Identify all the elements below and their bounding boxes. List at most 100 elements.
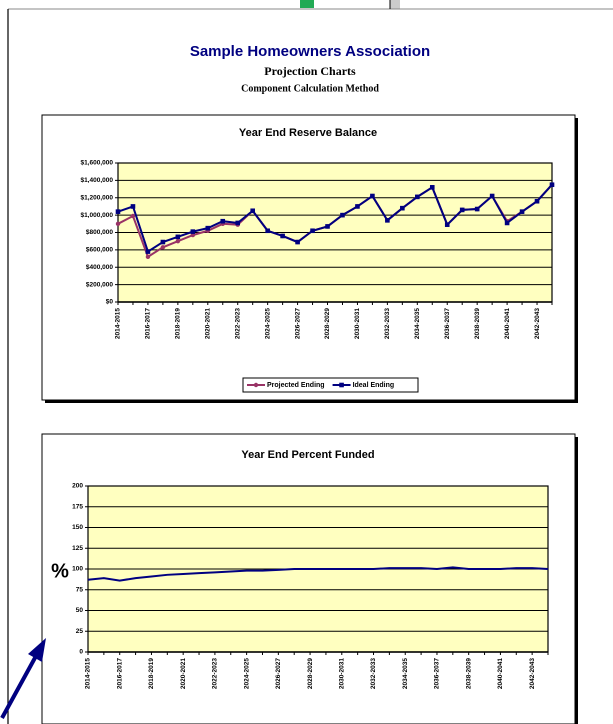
point — [160, 239, 166, 245]
point — [489, 193, 495, 199]
legend-label: Ideal Ending — [353, 382, 395, 389]
point — [115, 209, 121, 214]
x-tick-label: 2028-2029 — [307, 658, 314, 689]
point — [220, 218, 226, 224]
point — [295, 239, 300, 245]
x-tick-label: 2018-2019 — [175, 308, 182, 339]
legend-marker — [339, 382, 344, 388]
y-tick-label: $200,000 — [86, 281, 113, 288]
x-tick-label: 2014-2015 — [85, 658, 92, 689]
y-tick-label: 200 — [72, 483, 83, 490]
point — [145, 254, 151, 260]
x-tick-label: 2026-2027 — [275, 658, 282, 689]
legend-marker — [253, 382, 259, 388]
x-tick-label: 2038-2039 — [474, 308, 481, 339]
arrow — [0, 638, 46, 719]
x-tick-label: 2038-2039 — [465, 658, 472, 689]
series-line — [87, 566, 549, 582]
x-tick-label: 2028-2029 — [324, 308, 331, 339]
marker-tab — [300, 0, 314, 8]
x-tick-label: 2030-2031 — [339, 658, 346, 689]
y-tick-label: $1,600,000 — [80, 160, 113, 167]
point — [190, 232, 196, 238]
point — [130, 213, 136, 219]
y-tick-label: 25 — [76, 628, 84, 635]
y-tick-label: 0 — [79, 649, 83, 656]
x-tick-label: 2040-2041 — [504, 308, 511, 339]
y-tick-label: 150 — [72, 524, 83, 531]
doc-title: Sample Homeowners Association — [190, 43, 430, 60]
y-tick-label: $1,200,000 — [80, 194, 113, 201]
x-tick-label: 2016-2017 — [145, 308, 152, 339]
x-tick-label: 2022-2023 — [234, 308, 241, 339]
x-tick-label: 2022-2023 — [212, 658, 219, 689]
point — [385, 218, 390, 223]
y-tick-label: $800,000 — [86, 229, 113, 236]
point — [519, 209, 525, 214]
x-tick-label: 2016-2017 — [116, 658, 123, 689]
gray-tab — [390, 0, 400, 9]
x-tick-label: 2042-2043 — [534, 308, 541, 339]
arrow-head — [28, 638, 46, 662]
point — [250, 208, 255, 214]
point — [444, 222, 450, 227]
legend-box — [242, 377, 419, 393]
y-tick-label: 50 — [76, 607, 84, 614]
point — [429, 185, 435, 190]
x-tick-label: 2034-2035 — [402, 658, 409, 689]
x-tick-label: 2040-2041 — [497, 658, 504, 689]
point — [205, 225, 211, 231]
y-tick-label: $600,000 — [86, 247, 113, 254]
y-tick-label: 75 — [76, 586, 84, 593]
point — [160, 245, 166, 250]
x-tick-label: 2032-2033 — [384, 308, 391, 339]
y-axis-label: % — [51, 560, 69, 582]
x-tick-label: 2030-2031 — [354, 308, 361, 339]
x-tick-label: 2020-2021 — [205, 308, 212, 339]
y-tick-label: $1,000,000 — [80, 212, 113, 219]
x-tick-label: 2026-2027 — [294, 308, 301, 339]
y-tick-label: 100 — [72, 566, 83, 573]
point — [355, 204, 360, 209]
y-tick-label: $1,400,000 — [80, 177, 113, 184]
x-tick-label: 2032-2033 — [370, 658, 377, 689]
point — [175, 234, 181, 240]
x-tick-label: 2024-2025 — [264, 308, 271, 339]
x-tick-label: 2014-2015 — [115, 308, 122, 339]
point — [280, 233, 285, 239]
point — [459, 207, 465, 213]
point — [370, 193, 375, 199]
x-tick-label: 2036-2037 — [434, 658, 441, 689]
arrow-shaft — [0, 655, 38, 719]
chart-title: Year End Reserve Balance — [239, 127, 377, 139]
x-tick-label: 2020-2021 — [180, 658, 187, 689]
doc-method: Component Calculation Method — [241, 83, 379, 94]
y-tick-label: 125 — [72, 545, 83, 552]
x-tick-label: 2034-2035 — [414, 308, 421, 339]
point — [190, 229, 196, 234]
doc-subtitle: Projection Charts — [264, 64, 356, 78]
y-tick-label: $400,000 — [86, 264, 113, 271]
point — [534, 198, 540, 204]
legend-label: Projected Ending — [267, 382, 325, 389]
x-tick-label: 2018-2019 — [148, 658, 155, 689]
point — [415, 194, 420, 200]
point — [175, 238, 181, 244]
y-tick-label: 175 — [72, 503, 83, 510]
series-line — [117, 184, 553, 254]
point — [145, 249, 151, 254]
point — [115, 221, 121, 227]
point — [400, 205, 405, 211]
x-tick-label: 2024-2025 — [243, 658, 250, 689]
point — [549, 182, 555, 188]
point — [325, 224, 330, 229]
point — [504, 220, 510, 226]
point — [310, 228, 315, 234]
x-tick-label: 2042-2043 — [529, 658, 536, 689]
point — [130, 204, 136, 209]
chart-title: Year End Percent Funded — [241, 449, 374, 461]
point — [235, 220, 241, 226]
point — [340, 212, 345, 218]
point — [265, 228, 270, 234]
